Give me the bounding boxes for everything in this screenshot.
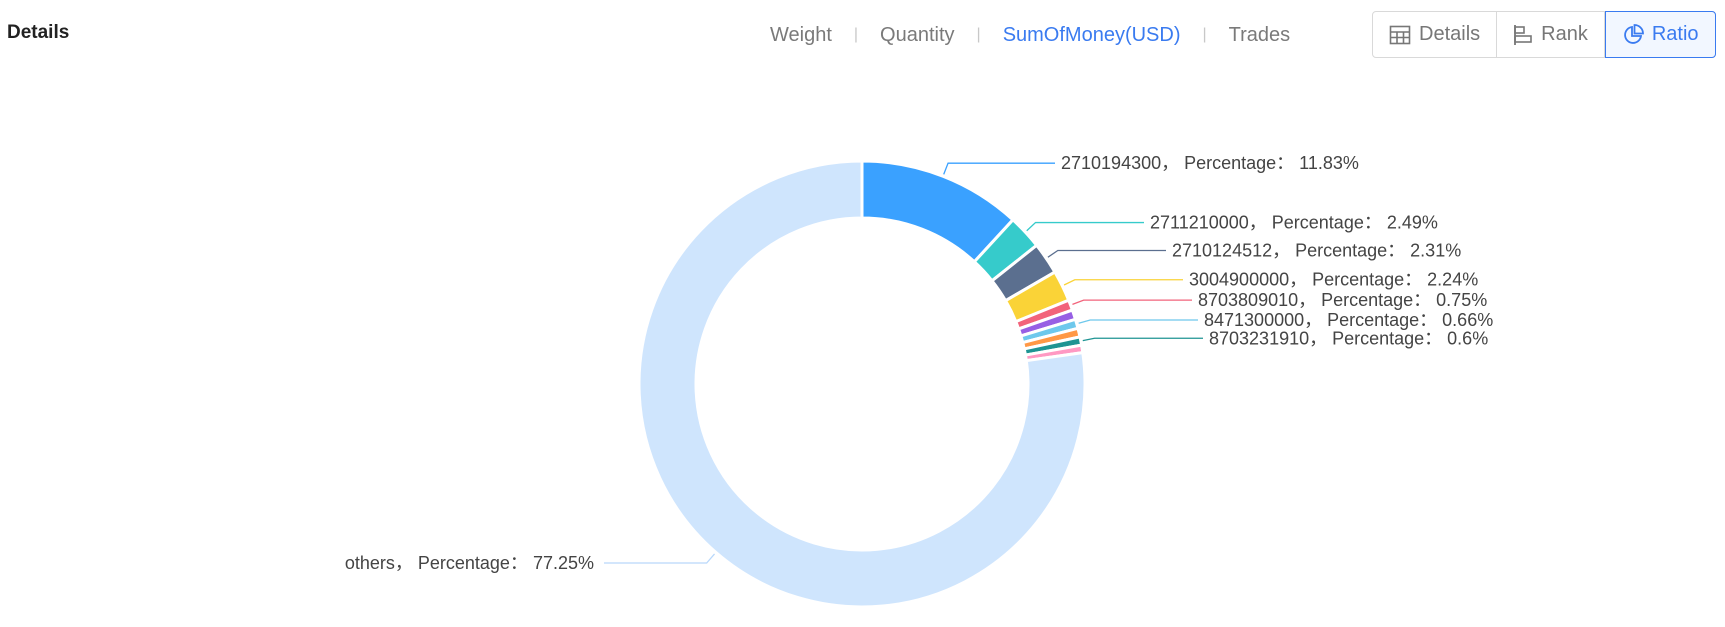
metric-tabs: Weight | Quantity | SumOfMoney(USD) | Tr… [770,22,1290,48]
slice-label: 2711210000， Percentage： 2.49% [1150,213,1438,233]
details-view-button[interactable]: Details [1373,12,1498,57]
leader-line [1063,279,1183,286]
leader-line [943,162,1055,175]
tab-separator: | [1202,26,1207,43]
slice-label: 2710194300， Percentage： 11.83% [1061,153,1359,173]
tab-sum-of-money[interactable]: SumOfMoney(USD) [1002,24,1181,46]
ratio-view-button[interactable]: Ratio [1604,11,1716,58]
slice-label: others， Percentage： 77.25% [345,553,594,573]
slice-label: 8703809010， Percentage： 0.75% [1198,290,1487,310]
slice-label: 8471300000， Percentage： 0.66% [1204,310,1493,330]
pie-slice-others[interactable] [637,159,1087,609]
tab-weight[interactable]: Weight [770,24,832,46]
rank-view-label: Rank [1541,23,1588,45]
rank-view-button[interactable]: Rank [1497,12,1605,57]
leader-line [1072,299,1192,306]
pie-chart-icon [1624,23,1644,44]
table-icon [1389,25,1411,44]
slice-label: 2710124512， Percentage： 2.31% [1172,240,1461,260]
leader-line [1078,319,1198,324]
tab-quantity[interactable]: Quantity [880,24,955,46]
page-title: Details [7,22,70,43]
slice-label: 8703231910， Percentage： 0.6% [1209,328,1488,348]
leader-line [1047,249,1166,258]
view-toggle: Details Rank Ratio [1372,11,1716,58]
tab-separator: | [976,26,981,43]
slice-label: 3004900000， Percentage： 2.24% [1189,270,1478,290]
tab-separator: | [853,26,859,43]
rank-bars-icon [1514,24,1532,45]
leader-line [1082,337,1203,342]
ratio-view-label: Ratio [1651,23,1699,45]
tab-trades[interactable]: Trades [1228,24,1291,46]
leader-line [1026,221,1144,232]
leader-line [604,553,716,564]
details-view-label: Details [1419,23,1481,45]
